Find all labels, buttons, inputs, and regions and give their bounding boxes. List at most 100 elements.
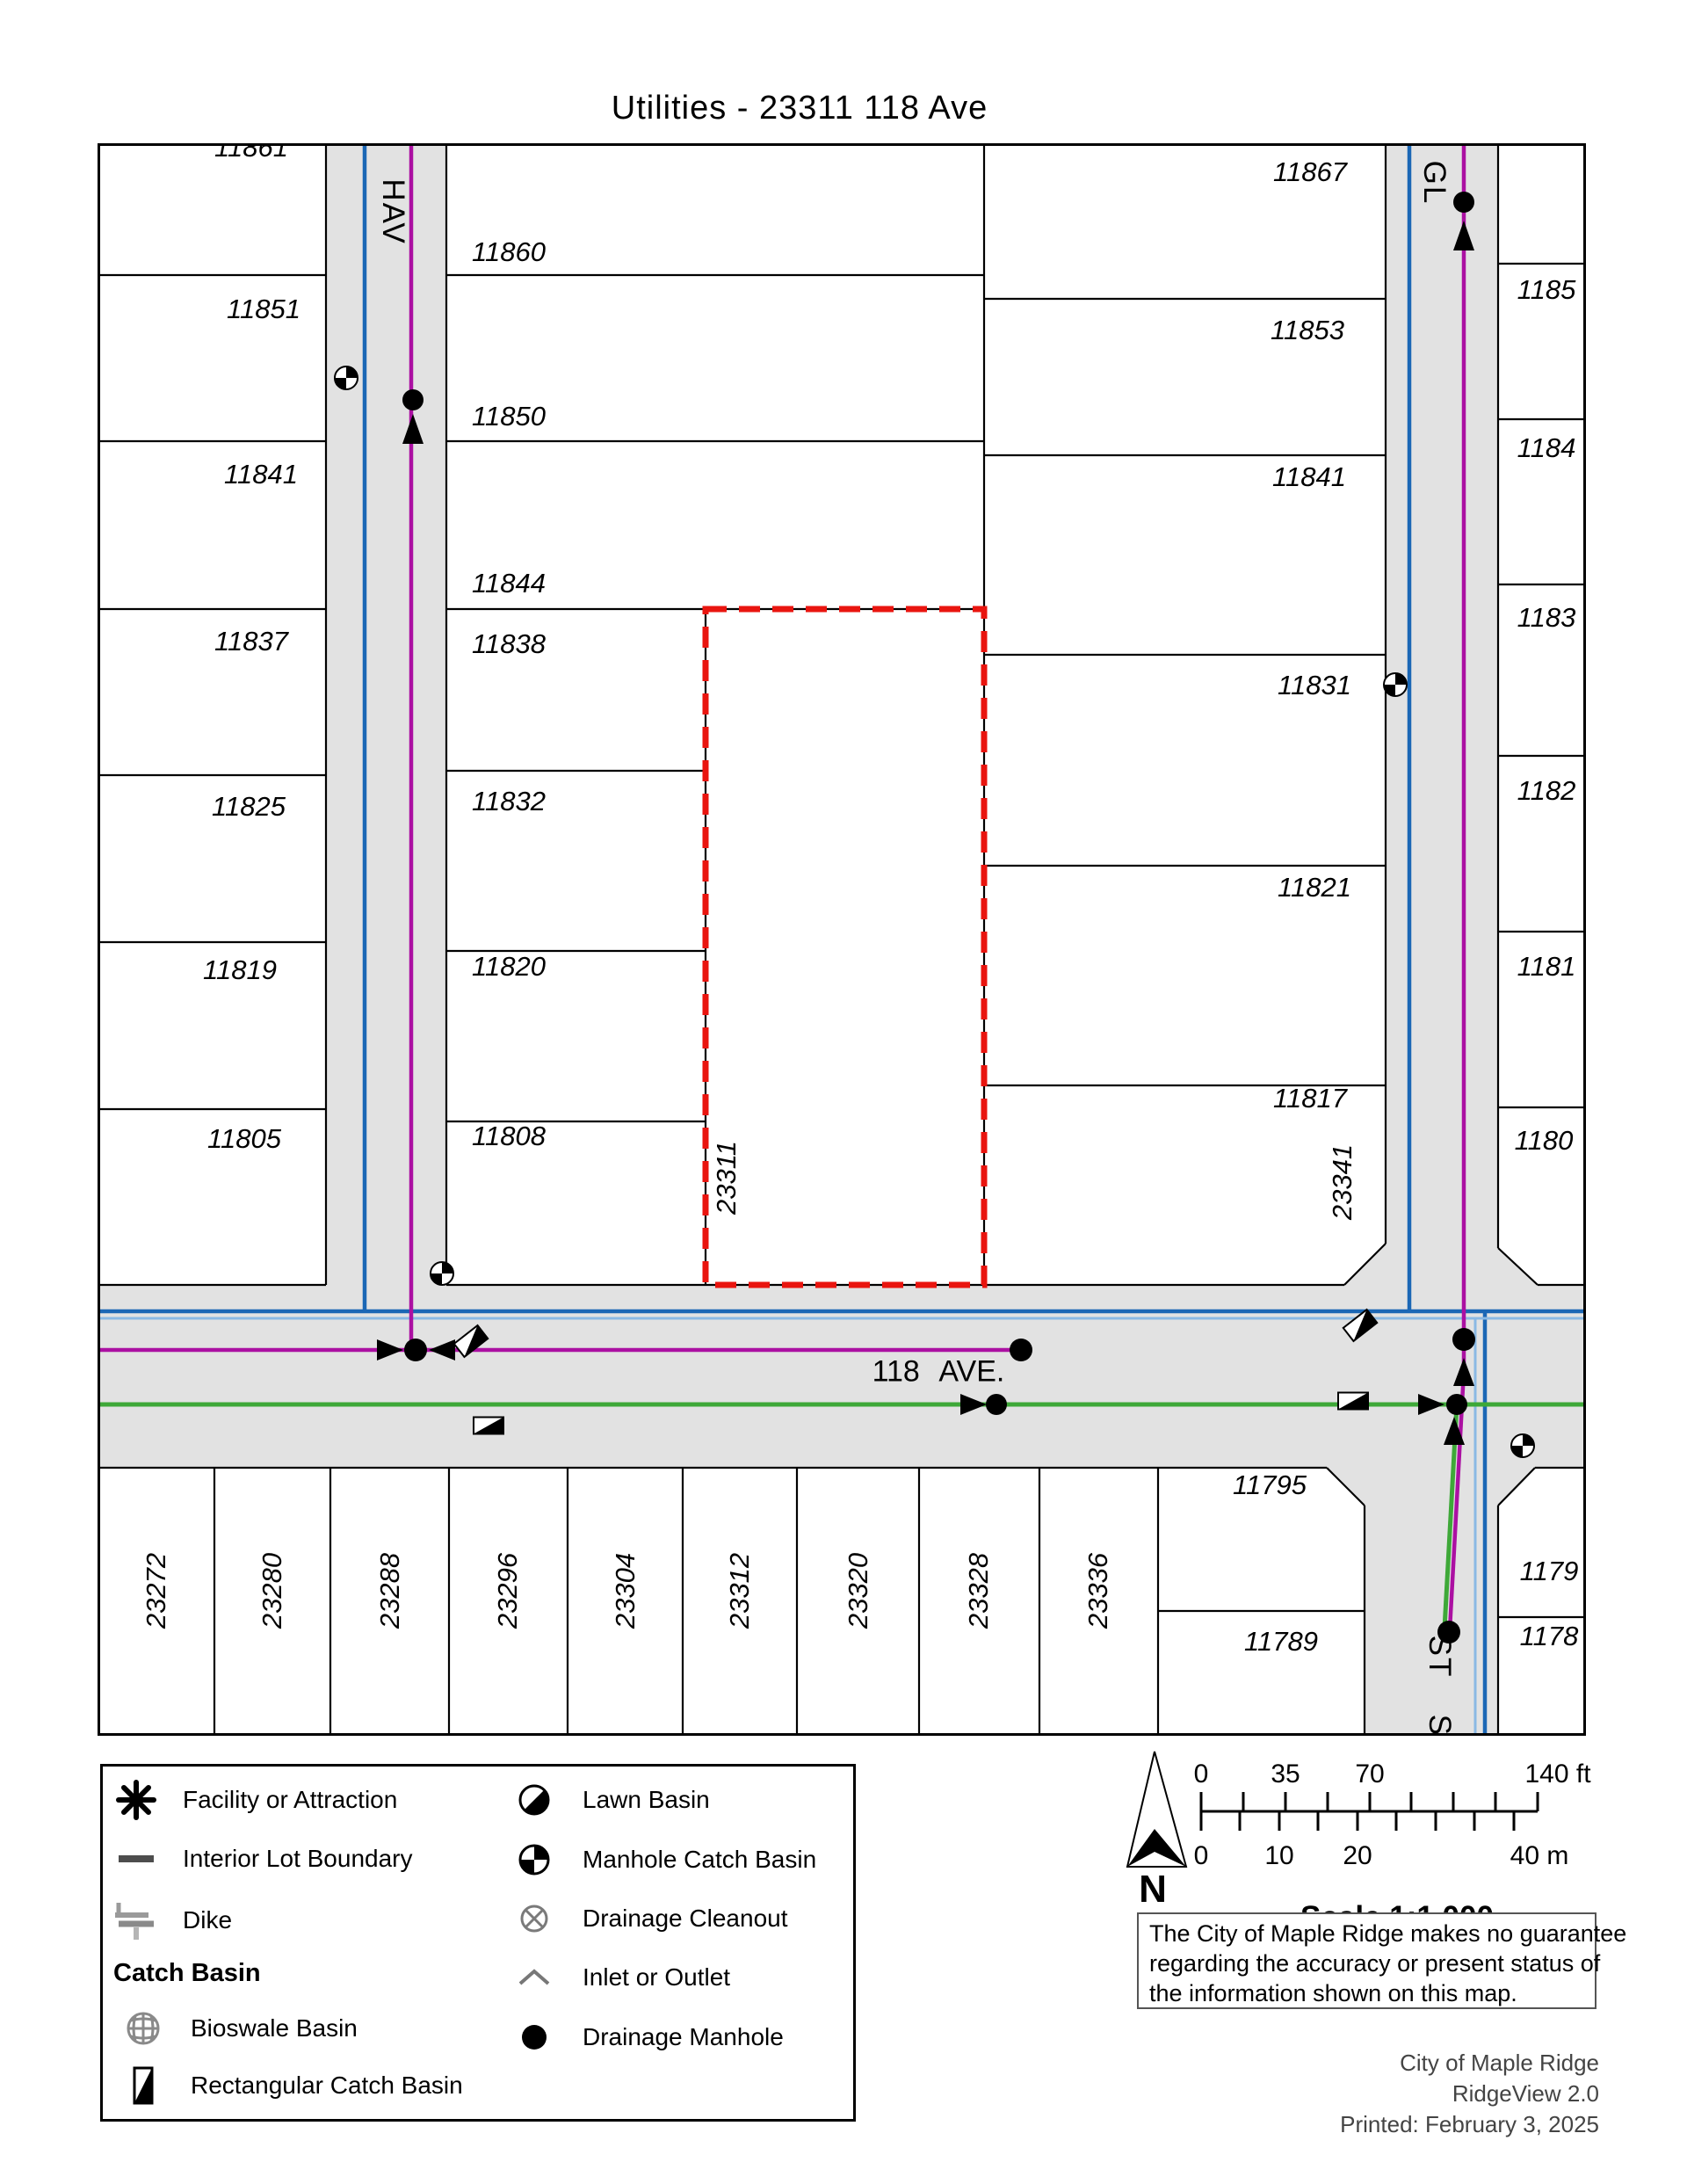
rectangular-catch-basin-icon (133, 2066, 154, 2105)
north-label: N (1139, 1868, 1167, 1911)
parcel-label-clipped: 1180 (1514, 1125, 1574, 1156)
disclaimer-line: regarding the accuracy or present status… (1149, 1950, 1601, 1977)
inlet-outlet-icon (402, 414, 424, 444)
parcel-label: 11831 (1278, 670, 1351, 700)
parcel-label-clipped: 1179 (1519, 1556, 1579, 1586)
drainage-cleanout-icon (520, 1905, 548, 1933)
drainage-manholes (402, 192, 1475, 1643)
parcel-label: 23280 (257, 1552, 287, 1629)
legend-label: Rectangular Catch Basin (191, 2072, 463, 2099)
street-name-label: ST (1423, 1714, 1457, 1736)
rectangular-catch-basin-icon (1337, 1391, 1369, 1411)
dike-icon (115, 1903, 154, 1940)
parcel-label: 23272 (141, 1552, 171, 1629)
parcel-label: 11838 (472, 628, 546, 659)
parcel-label: 11820 (472, 951, 546, 982)
parcel-label: 11844 (472, 568, 546, 599)
subject-parcel-outline (702, 606, 988, 1288)
north-arrow-icon (1126, 1751, 1188, 1868)
scale-bar (1199, 1792, 1539, 1831)
avenue-area (98, 1285, 1586, 1468)
disclaimer-box: The City of Maple Ridge makes no guarant… (1137, 1912, 1627, 2009)
inlet-outlet-icon (1444, 1417, 1465, 1445)
parcel-label: 11867 (1273, 156, 1347, 187)
scale-feet-tick-label: 0 (1193, 1760, 1209, 1789)
parcel-label: 11825 (212, 791, 286, 822)
scale-meter-tick-label: 20 (1343, 1841, 1372, 1870)
manhole-catch-basin-icon (1510, 1433, 1535, 1458)
parcel-label: 11851 (227, 294, 300, 324)
inlet-outlet-icon (1453, 1358, 1474, 1386)
scale-feet-tick-label: 140 ft (1524, 1760, 1591, 1789)
subject-parcel-label: 23311 (711, 1141, 742, 1215)
parcel-label: 11853 (1271, 315, 1344, 345)
parcel-label: 23288 (374, 1552, 405, 1629)
drainage-manhole-icon (522, 2025, 547, 2050)
map-frame (98, 143, 1586, 1736)
facility-attraction-icon (116, 1780, 156, 1820)
sanitary-main-right-street-lower (1447, 1370, 1466, 1631)
rectangular-catch-basin-icon (473, 1416, 504, 1435)
inlet-outlet-icon (960, 1394, 987, 1415)
page-title: Utilities - 23311 118 Ave (611, 90, 988, 127)
legend: Facility or Attraction Interior Lot Boun… (100, 1764, 856, 2122)
sanitary-mains (98, 143, 1466, 1631)
parcel-label: 11821 (1278, 872, 1351, 903)
inlet-outlet-icon (1418, 1394, 1444, 1415)
parcel-label: 11805 (207, 1123, 281, 1154)
credit-line: Printed: February 3, 2025 (1340, 2111, 1599, 2137)
parcel-label: 11789 (1244, 1626, 1318, 1657)
scale-meter-tick-label: 40 m (1510, 1841, 1569, 1870)
map-credits: City of Maple Ridge RidgeView 2.0 Printe… (1221, 2048, 1599, 2140)
street-right-upper-area (1386, 143, 1498, 1285)
rectangular-catch-basins (453, 1308, 1379, 1435)
scale-feet-tick-label: 35 (1271, 1760, 1300, 1789)
parcel-label-clipped: 1185 (1517, 274, 1576, 305)
legend-label: Manhole Catch Basin (583, 1846, 817, 1873)
inlet-outlet-icon (377, 1339, 403, 1360)
rectangular-catch-basin-icon (453, 1324, 489, 1359)
parcel-label: 11808 (472, 1121, 546, 1151)
disclaimer-line: the information shown on this map. (1149, 1980, 1517, 2006)
water-mains (98, 143, 1586, 1736)
parcel-label: 11832 (472, 786, 546, 816)
inlet-outlet-arrows (377, 221, 1474, 1445)
parcel-label: 23304 (610, 1552, 641, 1629)
inlet-outlet-icon (429, 1339, 455, 1360)
drainage-manhole (1437, 1621, 1460, 1643)
parcel-label-clipped: 1184 (1517, 432, 1576, 463)
inlet-outlet-icon (518, 1969, 550, 1985)
drainage-manhole (986, 1394, 1007, 1415)
parcel-label: 23320 (843, 1552, 873, 1629)
manhole-catch-basin-icon (518, 1844, 550, 1876)
water-services (98, 1317, 1586, 1736)
legend-label: Dike (183, 1906, 233, 1934)
manhole-catch-basins (334, 366, 1535, 1458)
legend-subheader: Catch Basin (113, 1959, 261, 1987)
parcel-label-clipped: 1181 (1517, 951, 1576, 982)
disclaimer-line: The City of Maple Ridge makes no guarant… (1149, 1920, 1627, 1947)
parcel-label: 23341 (1327, 1143, 1358, 1221)
parcel-label: 23296 (492, 1552, 523, 1629)
legend-label: Lawn Basin (583, 1786, 710, 1813)
parcel-label: 23312 (724, 1552, 755, 1629)
parcel-label-clipped: 1178 (1519, 1621, 1579, 1651)
rectangular-catch-basin-icon (1342, 1308, 1379, 1343)
parcel-label: 11795 (1233, 1469, 1307, 1500)
street-name-label: ST (1423, 1635, 1457, 1679)
drainage-manhole (1453, 192, 1474, 213)
map-graphics (98, 143, 1586, 1736)
drainage-manhole (1452, 1328, 1475, 1351)
legend-label: Inlet or Outlet (583, 1963, 731, 1991)
credit-line: City of Maple Ridge (1400, 2050, 1599, 2076)
street-left-area (326, 143, 446, 1285)
parcel-label: 11841 (224, 459, 298, 490)
scale-meter-tick-label: 0 (1193, 1841, 1209, 1870)
parcel-label: 11861 (214, 143, 288, 163)
parcel-label: 11837 (214, 626, 288, 657)
parcel-label: 11860 (472, 236, 546, 267)
legend-label: Facility or Attraction (183, 1786, 398, 1813)
street-name-label: GL (1417, 160, 1452, 206)
parcel-label: 23336 (1082, 1552, 1113, 1629)
